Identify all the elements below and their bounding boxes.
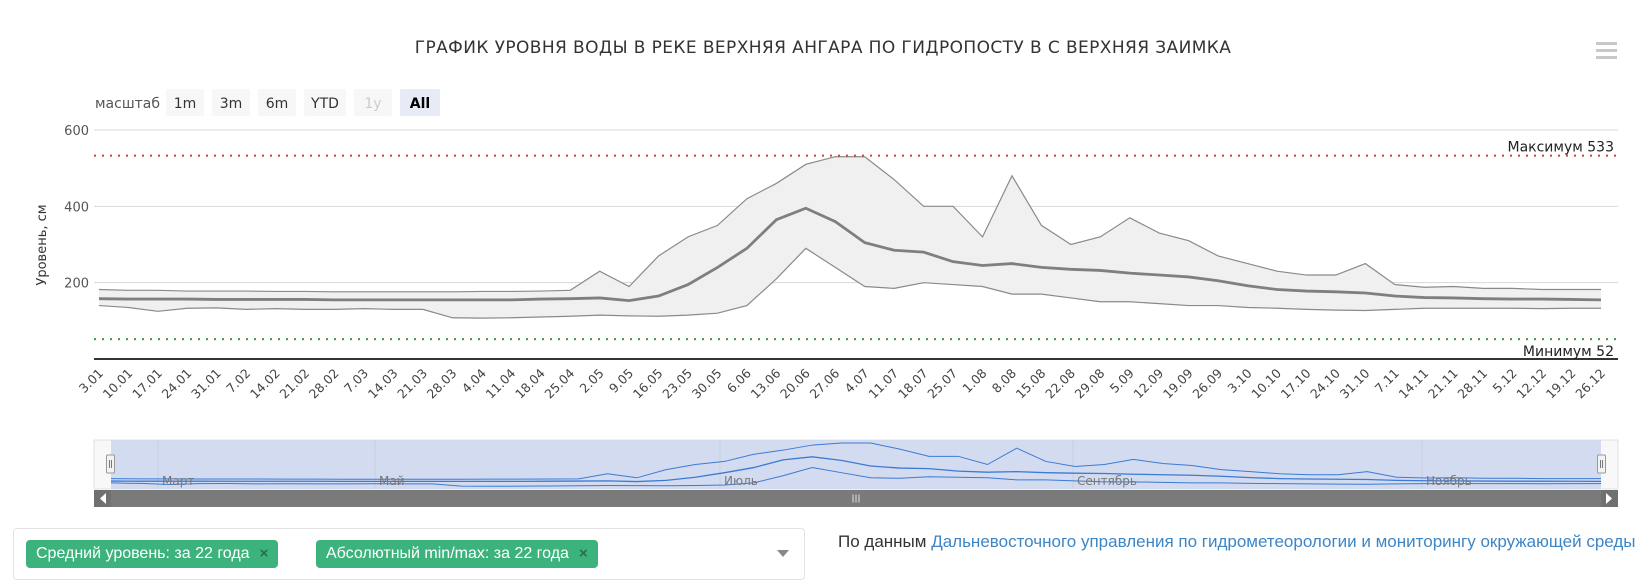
arrow-right-icon <box>1606 493 1612 504</box>
x-tick-label: 2.05 <box>576 366 606 396</box>
grip-icon <box>852 494 860 503</box>
close-icon[interactable]: × <box>259 545 269 562</box>
arrow-left-icon <box>100 493 106 504</box>
filter-tag-label: Абсолютный min/max: за 22 года <box>326 545 569 562</box>
navigator-month-label: Сентябрь <box>1077 474 1137 488</box>
x-tick-label: 28.11 <box>1454 366 1490 402</box>
x-tick-label: 11.07 <box>865 366 901 402</box>
x-tick-label: 21.02 <box>276 366 312 402</box>
x-tick-label: 11.04 <box>483 365 519 401</box>
x-tick-label: 15.08 <box>1013 365 1049 401</box>
range-button-label: All <box>410 96 430 112</box>
x-tick-label: 17.01 <box>129 366 165 402</box>
range-button-label: 1m <box>174 96 197 112</box>
x-tick-label: 16.05 <box>630 366 666 402</box>
filter-tag-label: Средний уровень: за 22 года <box>36 545 250 562</box>
x-tick-label: 27.06 <box>806 365 842 401</box>
x-tick-label: 25.04 <box>541 365 577 401</box>
source-link[interactable]: Дальневосточного управления по гидромете… <box>931 532 1636 551</box>
filter-tag-minmax[interactable]: Абсолютный min/max: за 22 года × <box>316 540 598 568</box>
x-tick-label: 28.03 <box>424 366 460 402</box>
series-max-line <box>98 156 1601 293</box>
minmax-band-area <box>99 156 1601 319</box>
x-tick-label: 30.05 <box>689 366 725 402</box>
chart-title: ГРАФИК УРОВНЯ ВОДЫ В РЕКЕ ВЕРХНЯЯ АНГАРА… <box>415 38 1232 58</box>
x-tick-label: 25.07 <box>924 366 960 402</box>
close-icon[interactable]: × <box>578 545 588 562</box>
range-button-label: 6m <box>266 96 289 112</box>
x-tick-label: 21.03 <box>394 366 430 402</box>
max-plot-line-label: Максимум 533 <box>1508 140 1615 156</box>
hamburger-menu-icon[interactable] <box>1596 42 1617 59</box>
range-button-6m[interactable]: 6m <box>258 89 296 116</box>
x-tick-label: 21.11 <box>1425 366 1461 402</box>
x-tick-label: 17.10 <box>1278 365 1314 401</box>
range-button-ytd[interactable]: YTD <box>304 89 346 116</box>
range-button-label: 3m <box>220 96 243 112</box>
navigator-month-label: Ноябрь <box>1426 474 1472 488</box>
navigator-handle-left[interactable] <box>106 454 115 474</box>
x-tick-label: 13.06 <box>748 365 784 401</box>
x-tick-label: 10.10 <box>1248 365 1284 401</box>
navigator-month-label: Март <box>162 474 194 488</box>
x-tick-label: 31.01 <box>188 366 224 402</box>
navigator-max-line <box>110 442 1601 480</box>
x-tick-label: 26.12 <box>1572 366 1608 402</box>
series-filter-select[interactable]: Средний уровень: за 22 года × Абсолютный … <box>13 528 805 580</box>
y-tick-label: 400 <box>64 200 89 215</box>
navigator-month-label: Июль <box>724 474 758 488</box>
source-prefix: По данным <box>838 532 927 551</box>
navigator[interactable]: Март Май Июль Сентябрь Ноябрь <box>93 439 1619 490</box>
x-tick-label: 19.12 <box>1543 366 1579 402</box>
range-button-label: 1y <box>364 96 381 112</box>
range-button-3m[interactable]: 3m <box>212 89 250 116</box>
navigator-handle-right[interactable] <box>1597 454 1606 474</box>
data-source: По данным Дальневосточного управления по… <box>838 528 1638 556</box>
range-button-all[interactable]: All <box>400 89 440 116</box>
chevron-down-icon[interactable] <box>777 550 789 557</box>
range-button-label: YTD <box>310 96 339 112</box>
x-tick-label: 31.10 <box>1337 365 1373 401</box>
x-tick-label: 24.01 <box>159 366 195 402</box>
x-tick-label: 10.01 <box>100 366 136 402</box>
series-min-line <box>98 247 1601 319</box>
x-tick-label: 26.09 <box>1189 365 1225 401</box>
range-button-1y: 1y <box>354 89 392 116</box>
x-tick-label: 19.09 <box>1160 365 1196 401</box>
x-tick-label: 12.09 <box>1130 365 1166 401</box>
y-axis-title: Уровень, см <box>35 204 50 285</box>
filter-tag-average[interactable]: Средний уровень: за 22 года × <box>26 540 279 568</box>
x-tick-label: 18.04 <box>512 365 548 401</box>
range-button-1m[interactable]: 1m <box>166 89 204 116</box>
x-tick-label: 29.08 <box>1072 365 1108 401</box>
x-tick-label: 14.02 <box>247 366 283 402</box>
x-tick-label: 18.07 <box>895 366 931 402</box>
navigator-min-line <box>110 467 1601 487</box>
x-tick-label: 12.12 <box>1513 366 1549 402</box>
y-tick-label: 200 <box>64 277 89 292</box>
x-tick-label: 20.06 <box>777 365 813 401</box>
x-tick-label: 23.05 <box>659 366 695 402</box>
x-tick-label: 22.08 <box>1042 365 1078 401</box>
range-selector-label: масштаб <box>95 96 160 112</box>
range-selector: масштаб 1m 3m 6m YTD 1y All <box>95 89 440 116</box>
min-plot-line-label: Минимум 52 <box>1523 344 1614 360</box>
navigator-month-label: Май <box>379 474 405 488</box>
y-tick-label: 600 <box>64 124 89 139</box>
x-tick-label: 1.08 <box>959 365 989 395</box>
series-average-line <box>98 206 1602 303</box>
x-tick-label: 14.11 <box>1395 366 1431 402</box>
x-tick-label: 14.03 <box>365 366 401 402</box>
x-tick-label: 24.10 <box>1307 365 1343 401</box>
scrollbar[interactable] <box>94 490 1618 507</box>
navigator-average-line <box>110 456 1602 483</box>
x-tick-label: 28.02 <box>306 366 342 402</box>
